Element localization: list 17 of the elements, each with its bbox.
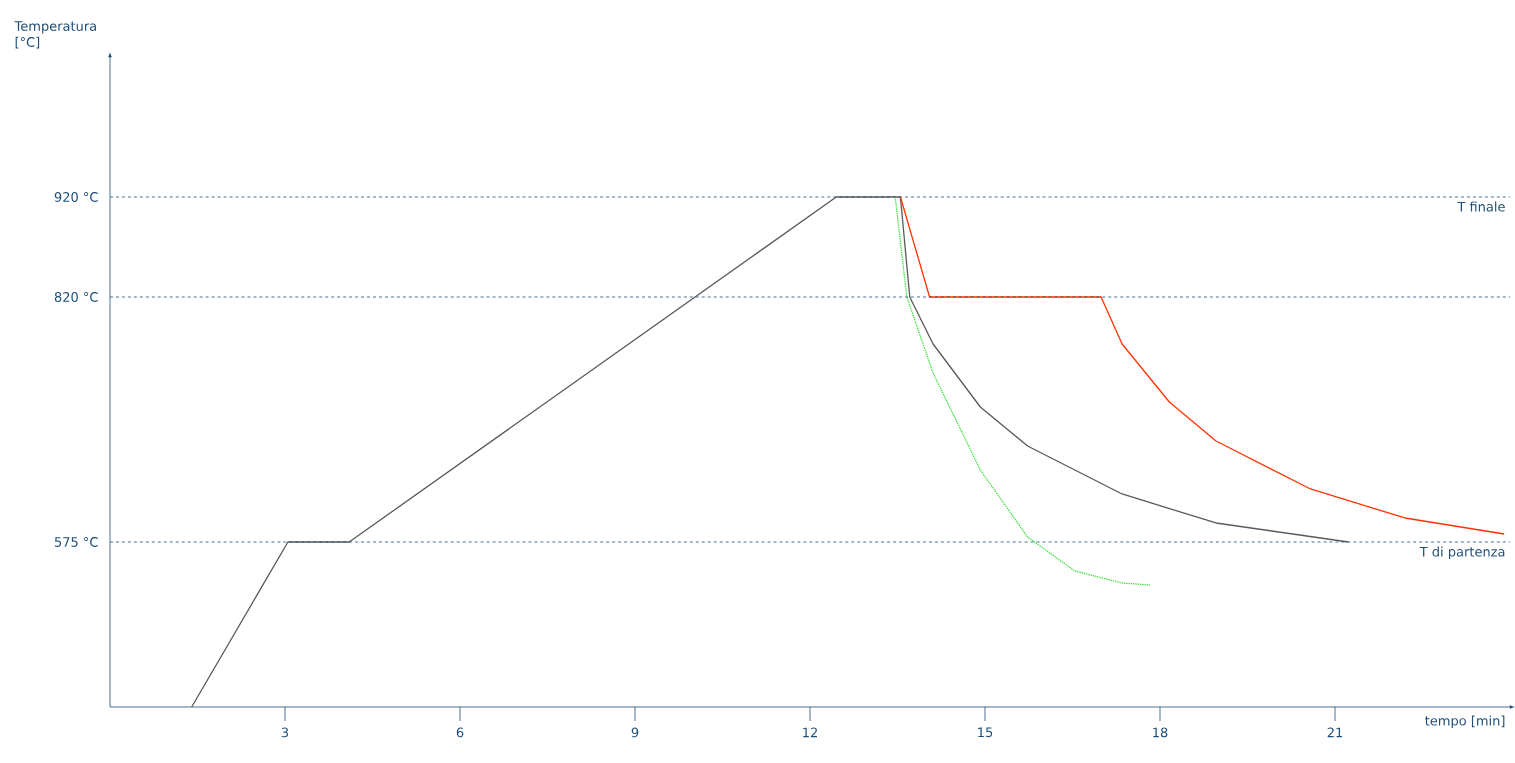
line-series — [899, 196, 1505, 535]
x-tick-label: 6 — [456, 727, 464, 738]
ref-line-label: T di partenza — [1419, 546, 1505, 560]
line-series — [191, 196, 1350, 708]
x-tick-label: 18 — [1153, 727, 1168, 738]
ref-line-label: T finale — [1457, 201, 1505, 212]
y-tick-label: 820 °C — [54, 292, 98, 302]
y-tick-label: 920 °C — [54, 192, 98, 202]
y-axis-title: Temperatura [°C] — [14, 21, 96, 49]
x-axis-title: tempo [min] — [1425, 715, 1505, 729]
y-tick-label: 575 °C — [54, 537, 98, 547]
x-tick-label: 12 — [803, 727, 817, 738]
x-tick-label: 21 — [1327, 727, 1343, 738]
x-tick-label: 9 — [631, 727, 639, 738]
line-series — [894, 196, 1151, 586]
x-tick-label: 15 — [978, 727, 993, 738]
x-tick-label: 3 — [281, 727, 289, 738]
